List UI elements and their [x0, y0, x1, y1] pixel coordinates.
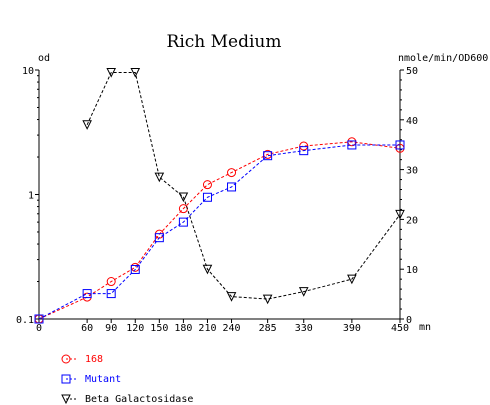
- data-point: [106, 289, 116, 299]
- legend-label: Mutant: [85, 374, 121, 385]
- x-tick-label: 450: [391, 323, 409, 334]
- x-tick-label: 0: [36, 323, 42, 334]
- data-point: [299, 141, 309, 151]
- data-point: [202, 180, 212, 190]
- x-tick-label: 240: [223, 323, 241, 334]
- left-tick-label: 10: [22, 66, 34, 77]
- x-tick-label: 90: [105, 323, 117, 334]
- x-tick-label: 120: [126, 323, 144, 334]
- right-tick-label: 30: [406, 166, 418, 177]
- data-point: [106, 277, 116, 287]
- data-point: [347, 274, 357, 285]
- right-tick-label: 10: [406, 265, 418, 276]
- series-line: [86, 71, 401, 300]
- legend-marker: [61, 374, 71, 384]
- right-tick-label: 0: [406, 315, 412, 326]
- data-point: [262, 294, 273, 305]
- data-point: [130, 264, 140, 274]
- series-line: [38, 141, 401, 320]
- right-tick-label: 20: [406, 215, 418, 226]
- data-point: [178, 217, 188, 227]
- data-point: [130, 67, 141, 78]
- right-tick-label: 40: [406, 116, 418, 127]
- data-point: [347, 140, 357, 150]
- legend-marker: [61, 354, 71, 364]
- plot-area: [34, 67, 405, 324]
- left-tick-label: 0.1: [16, 315, 34, 326]
- x-tick-label: 390: [343, 323, 361, 334]
- legend-marker: [61, 394, 71, 405]
- series-square: [34, 140, 405, 324]
- series-triangle-down: [82, 67, 405, 305]
- x-tick-label: 330: [295, 323, 313, 334]
- data-point: [202, 264, 213, 275]
- data-point: [82, 120, 92, 130]
- x-tick-label: 150: [150, 323, 168, 334]
- right-axis-unit: nmole/min/OD600: [398, 53, 488, 64]
- x-axis-unit: mn: [419, 322, 431, 333]
- x-tick-label: 210: [198, 323, 216, 334]
- right-tick-label: 50: [406, 66, 418, 77]
- data-point: [202, 192, 212, 202]
- data-point: [395, 209, 405, 220]
- series-circle: [34, 137, 405, 324]
- data-point: [178, 192, 189, 203]
- data-point: [226, 292, 237, 302]
- data-point: [298, 287, 309, 297]
- left-tick-label: 1: [28, 191, 34, 202]
- data-point: [154, 233, 164, 243]
- x-tick-label: 60: [81, 323, 93, 334]
- legend: 168 Mutant Beta Galactosidase: [61, 354, 193, 405]
- data-point: [82, 289, 92, 299]
- data-point: [227, 182, 237, 192]
- axes: 0 60 90 120 150 180 210 240 285 330 390 450 0.1 1 10 0 1…: [16, 66, 418, 334]
- data-point: [154, 172, 165, 183]
- left-axis-unit: od: [38, 53, 50, 64]
- data-point: [106, 67, 117, 78]
- data-point: [227, 168, 237, 178]
- chart-title: Rich Medium: [167, 32, 282, 52]
- legend-label: 168: [85, 354, 103, 365]
- data-point: [263, 151, 273, 161]
- data-point: [299, 146, 309, 156]
- x-tick-label: 180: [174, 323, 192, 334]
- legend-label: Beta Galactosidase: [85, 394, 193, 405]
- data-point: [34, 314, 44, 324]
- x-tick-label: 285: [259, 323, 277, 334]
- data-point: [395, 140, 405, 150]
